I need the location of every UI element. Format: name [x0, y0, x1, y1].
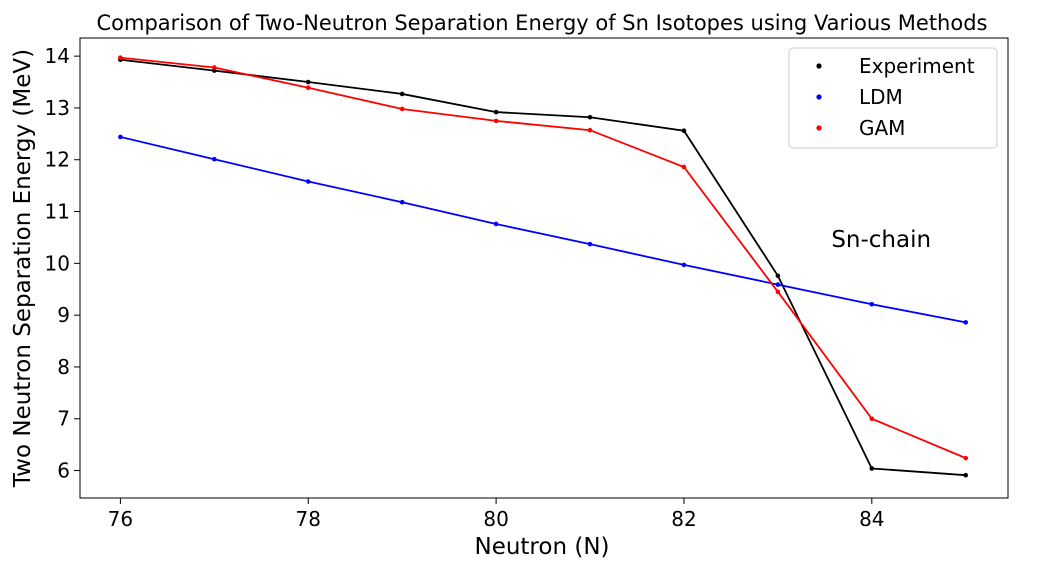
data-point-ldm: [869, 301, 875, 307]
legend-box: [788, 47, 998, 149]
data-point-gam: [775, 289, 781, 295]
sn-chain-annotation: Sn-chain: [831, 227, 931, 253]
data-point-experiment: [869, 466, 875, 471]
plot-area: [118, 55, 969, 478]
y-tick-label: 8: [57, 355, 70, 379]
legend-marker-ldm: [816, 94, 822, 100]
chart-text: Comparison of Two-Neutron Separation Ene…: [10, 11, 988, 560]
data-point-ldm: [963, 320, 969, 325]
data-point-gam: [399, 106, 405, 112]
data-point-ldm: [587, 241, 593, 247]
legend-marker-experiment: [816, 63, 822, 69]
data-point-ldm: [118, 134, 123, 140]
data-point-ldm: [305, 179, 311, 184]
data-point-gam: [118, 55, 123, 60]
chart-title: Comparison of Two-Neutron Separation Ene…: [96, 11, 987, 35]
legend: Experiment LDM GAM: [788, 47, 998, 149]
x-tick-label: 84: [859, 507, 884, 531]
data-point-experiment: [305, 79, 311, 85]
data-point-experiment: [963, 472, 969, 478]
data-point-gam: [212, 65, 217, 70]
y-tick-label: 10: [45, 251, 70, 275]
data-point-gam: [681, 164, 687, 170]
data-point-ldm: [399, 199, 405, 205]
x-tick-label: 80: [483, 507, 508, 531]
plot-frame: [79, 37, 1009, 499]
series-line-ldm: [120, 136, 966, 324]
legend-label-gam: GAM: [859, 116, 905, 140]
y-tick-label: 13: [45, 96, 70, 120]
data-point-gam: [305, 85, 311, 91]
y-tick-label: 7: [57, 407, 70, 431]
series-line-experiment: [120, 58, 966, 477]
y-tick-label: 14: [45, 44, 70, 68]
data-point-experiment: [681, 128, 687, 134]
data-point-experiment: [493, 109, 499, 115]
data-point-gam: [963, 455, 969, 461]
legend-label-experiment: Experiment: [859, 54, 975, 78]
y-tick-label: 6: [57, 459, 70, 483]
data-point-experiment: [399, 91, 405, 97]
data-point-ldm: [212, 156, 217, 162]
data-point-ldm: [681, 262, 687, 268]
x-tick-label: 76: [108, 507, 133, 531]
data-point-ldm: [493, 221, 499, 227]
legend-label-ldm: LDM: [859, 85, 903, 109]
data-point-ldm: [775, 282, 781, 287]
y-tick-label: 9: [57, 303, 70, 327]
data-point-gam: [493, 118, 499, 124]
y-axis-title: Two Neutron Separation Energy (MeV): [10, 49, 36, 488]
x-tick-label: 82: [671, 507, 696, 531]
series-line-gam: [120, 56, 967, 459]
data-point-experiment: [775, 273, 781, 279]
y-tick-label: 11: [45, 200, 70, 224]
data-point-gam: [587, 127, 593, 133]
data-point-gam: [869, 416, 875, 422]
legend-marker-gam: [816, 125, 822, 131]
x-axis-title: Neutron (N): [474, 534, 609, 560]
x-tick-label: 78: [296, 507, 321, 531]
data-point-experiment: [587, 114, 593, 120]
y-tick-label: 12: [45, 148, 70, 172]
